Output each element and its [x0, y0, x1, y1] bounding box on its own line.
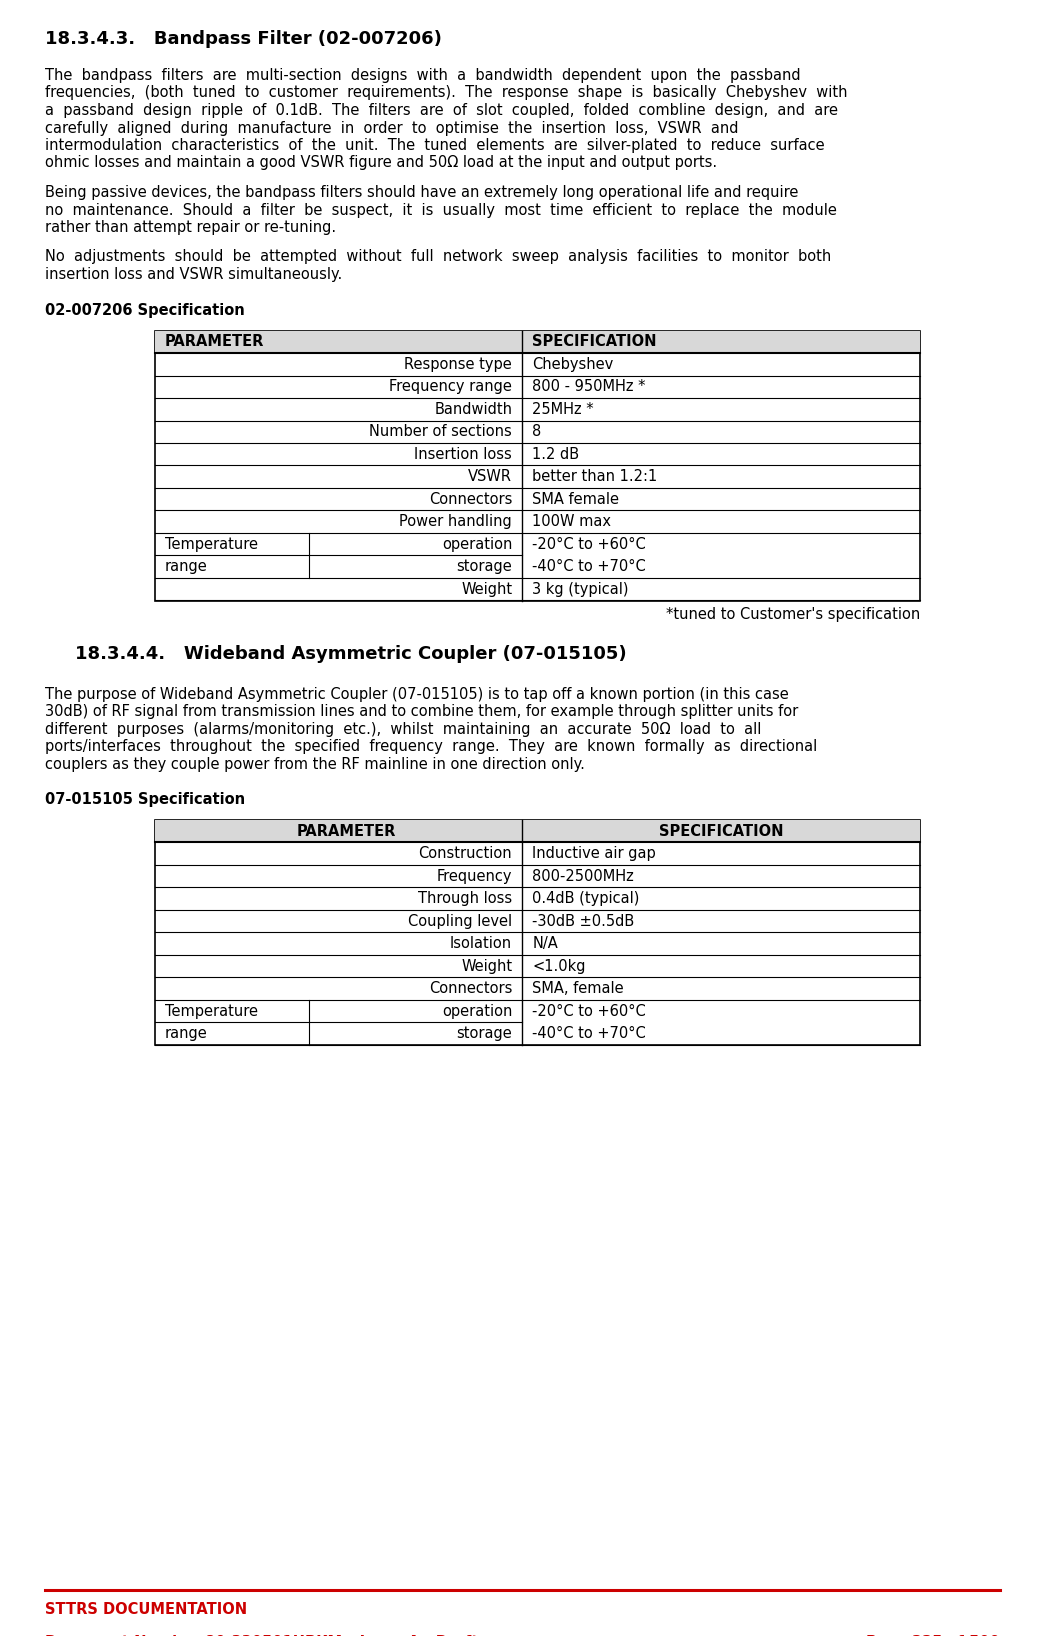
- Text: ohmic losses and maintain a good VSWR figure and 50Ω load at the input and outpu: ohmic losses and maintain a good VSWR fi…: [45, 155, 717, 170]
- Text: Connectors: Connectors: [429, 982, 512, 996]
- Bar: [155, 820, 920, 1045]
- Text: 18.3.4.3.   Bandpass Filter (02-007206): 18.3.4.3. Bandpass Filter (02-007206): [45, 29, 442, 47]
- Text: -40°C to +70°C: -40°C to +70°C: [532, 560, 646, 574]
- Text: 30dB) of RF signal from transmission lines and to combine them, for example thro: 30dB) of RF signal from transmission lin…: [45, 703, 798, 718]
- Text: SPECIFICATION: SPECIFICATION: [532, 334, 657, 348]
- Text: better than 1.2:1: better than 1.2:1: [532, 470, 657, 484]
- Text: N/A: N/A: [532, 936, 558, 951]
- Text: 800-2500MHz: 800-2500MHz: [532, 869, 634, 883]
- Bar: [155, 820, 920, 843]
- Text: Response type: Response type: [405, 357, 512, 371]
- Text: Chebyshev: Chebyshev: [532, 357, 613, 371]
- Text: frequencies,  (both  tuned  to  customer  requirements).  The  response  shape  : frequencies, (both tuned to customer req…: [45, 85, 847, 100]
- Text: Isolation: Isolation: [450, 936, 512, 951]
- Text: PARAMETER: PARAMETER: [297, 825, 395, 839]
- Text: No  adjustments  should  be  attempted  without  full  network  sweep  analysis : No adjustments should be attempted witho…: [45, 250, 831, 265]
- Text: Temperature: Temperature: [165, 537, 258, 551]
- Text: STTRS DOCUMENTATION: STTRS DOCUMENTATION: [45, 1602, 247, 1616]
- Text: storage: storage: [457, 560, 512, 574]
- Text: Frequency: Frequency: [437, 869, 512, 883]
- Text: Temperature: Temperature: [165, 1005, 258, 1019]
- Text: range: range: [165, 1026, 208, 1040]
- Text: Frequency range: Frequency range: [389, 380, 512, 394]
- Text: -20°C to +60°C: -20°C to +60°C: [532, 1005, 646, 1019]
- Text: intermodulation  characteristics  of  the  unit.  The  tuned  elements  are  sil: intermodulation characteristics of the u…: [45, 137, 824, 154]
- Text: 02-007206 Specification: 02-007206 Specification: [45, 303, 245, 317]
- Text: ports/interfaces  throughout  the  specified  frequency  range.  They  are  know: ports/interfaces throughout the specifie…: [45, 739, 817, 754]
- Text: different  purposes  (alarms/monitoring  etc.),  whilst  maintaining  an  accura: different purposes (alarms/monitoring et…: [45, 721, 762, 736]
- Text: carefully  aligned  during  manufacture  in  order  to  optimise  the  insertion: carefully aligned during manufacture in …: [45, 121, 738, 136]
- Text: operation: operation: [442, 1005, 512, 1019]
- Text: SMA female: SMA female: [532, 492, 620, 507]
- Text: Construction: Construction: [418, 846, 512, 861]
- Text: SMA, female: SMA, female: [532, 982, 624, 996]
- Text: Weight: Weight: [461, 959, 512, 973]
- Bar: [155, 330, 920, 353]
- Text: Connectors: Connectors: [429, 492, 512, 507]
- Text: Number of sections: Number of sections: [370, 424, 512, 438]
- Text: The purpose of Wideband Asymmetric Coupler (07-015105) is to tap off a known por: The purpose of Wideband Asymmetric Coupl…: [45, 687, 789, 702]
- Text: -20°C to +60°C: -20°C to +60°C: [532, 537, 646, 551]
- Text: VSWR: VSWR: [468, 470, 512, 484]
- Text: rather than attempt repair or re-tuning.: rather than attempt repair or re-tuning.: [45, 219, 336, 236]
- Text: Coupling level: Coupling level: [408, 915, 512, 929]
- Text: PARAMETER: PARAMETER: [165, 334, 265, 348]
- Text: 18.3.4.4.   Wideband Asymmetric Coupler (07-015105): 18.3.4.4. Wideband Asymmetric Coupler (0…: [75, 645, 627, 663]
- Text: Power handling: Power handling: [400, 514, 512, 530]
- Text: Bandwidth: Bandwidth: [434, 402, 512, 417]
- Text: storage: storage: [457, 1026, 512, 1040]
- Text: operation: operation: [442, 537, 512, 551]
- Text: Inductive air gap: Inductive air gap: [532, 846, 656, 861]
- Text: SPECIFICATION: SPECIFICATION: [659, 825, 784, 839]
- Text: 1.2 dB: 1.2 dB: [532, 447, 579, 461]
- Text: The  bandpass  filters  are  multi-section  designs  with  a  bandwidth  depende: The bandpass filters are multi-section d…: [45, 69, 800, 83]
- Text: Weight: Weight: [461, 582, 512, 597]
- Text: 07-015105 Specification: 07-015105 Specification: [45, 792, 245, 807]
- Text: -40°C to +70°C: -40°C to +70°C: [532, 1026, 646, 1040]
- Text: 0.4dB (typical): 0.4dB (typical): [532, 892, 639, 906]
- Text: 800 - 950MHz *: 800 - 950MHz *: [532, 380, 646, 394]
- Text: Through loss: Through loss: [418, 892, 512, 906]
- Text: <1.0kg: <1.0kg: [532, 959, 585, 973]
- Text: insertion loss and VSWR simultaneously.: insertion loss and VSWR simultaneously.: [45, 267, 343, 281]
- Text: *tuned to Customer's specification: *tuned to Customer's specification: [665, 607, 920, 622]
- Text: 25MHz *: 25MHz *: [532, 402, 594, 417]
- Text: no  maintenance.  Should  a  filter  be  suspect,  it  is  usually  most  time  : no maintenance. Should a filter be suspe…: [45, 203, 837, 218]
- Text: 8: 8: [532, 424, 542, 438]
- Text: Insertion loss: Insertion loss: [414, 447, 512, 461]
- Text: -30dB ±0.5dB: -30dB ±0.5dB: [532, 915, 634, 929]
- Text: 3 kg (typical): 3 kg (typical): [532, 582, 629, 597]
- Text: range: range: [165, 560, 208, 574]
- Bar: [155, 330, 920, 600]
- Text: couplers as they couple power from the RF mainline in one direction only.: couplers as they couple power from the R…: [45, 756, 584, 772]
- Text: Being passive devices, the bandpass filters should have an extremely long operat: Being passive devices, the bandpass filt…: [45, 185, 798, 200]
- Text: a  passband  design  ripple  of  0.1dB.  The  filters  are  of  slot  coupled,  : a passband design ripple of 0.1dB. The f…: [45, 103, 838, 118]
- Text: 100W max: 100W max: [532, 514, 611, 530]
